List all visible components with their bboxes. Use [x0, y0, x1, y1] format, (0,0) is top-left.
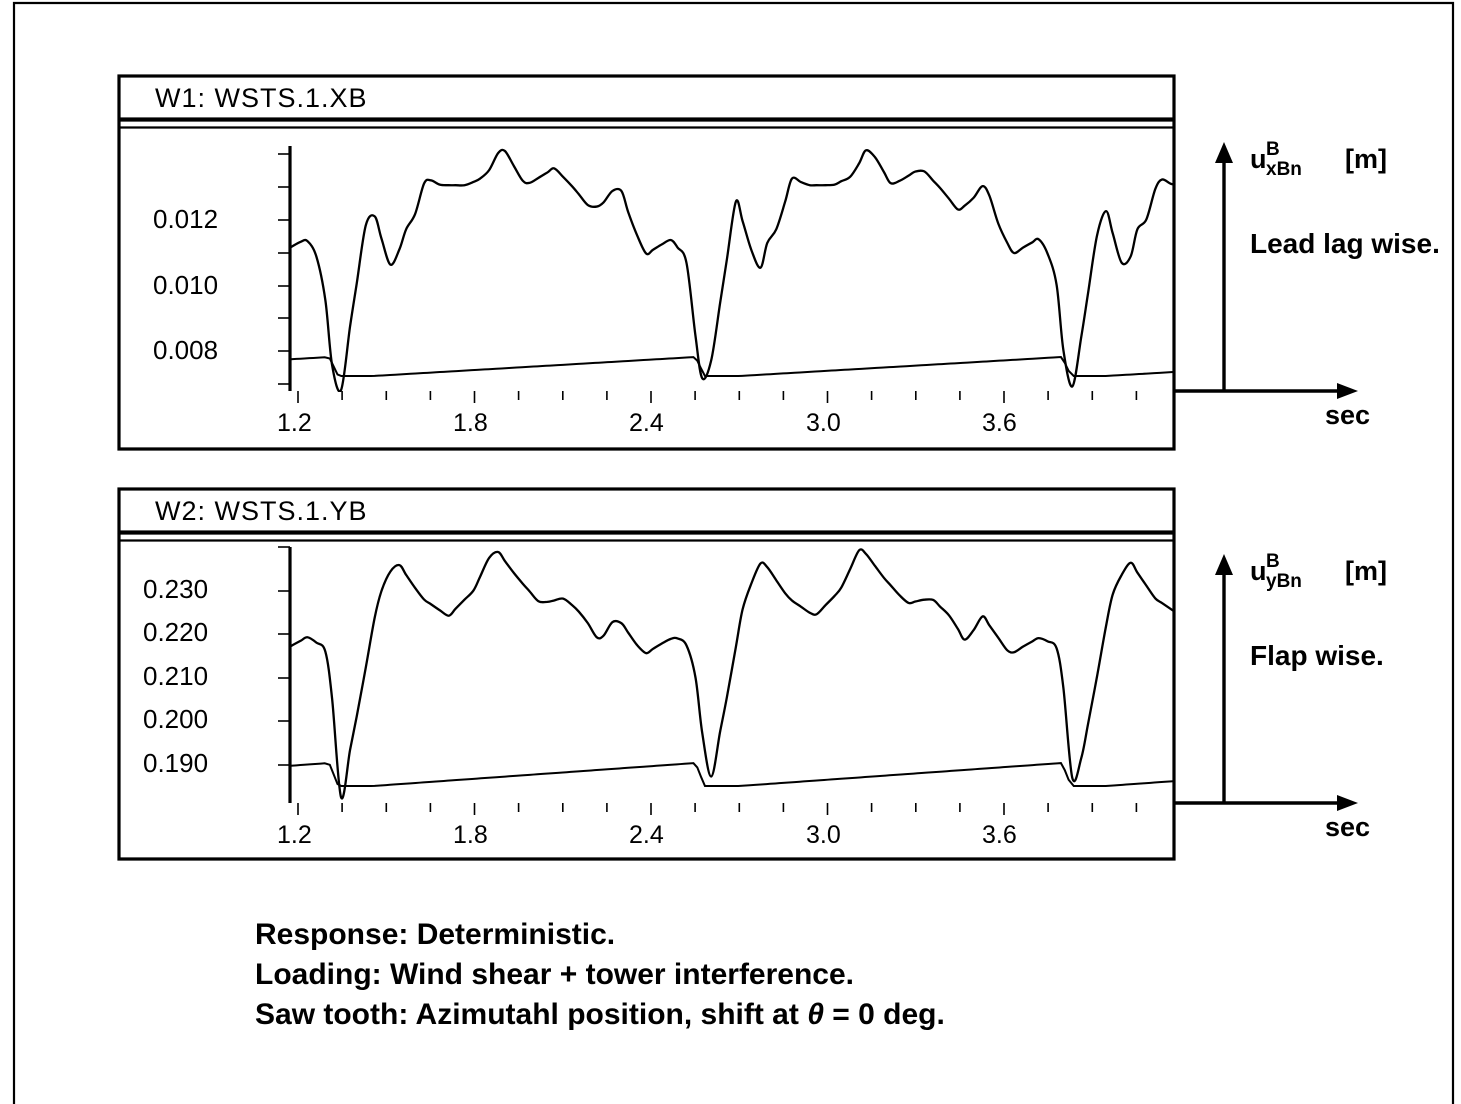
svg-text:0.210: 0.210	[143, 661, 208, 691]
svg-text:xBn: xBn	[1266, 159, 1302, 180]
svg-text:3.6: 3.6	[982, 409, 1017, 437]
svg-text:1.8: 1.8	[453, 409, 488, 437]
svg-text:u: u	[1250, 556, 1267, 586]
svg-text:[m]: [m]	[1345, 144, 1387, 174]
svg-text:0.190: 0.190	[143, 748, 208, 778]
svg-text:0.230: 0.230	[143, 574, 208, 604]
svg-text:sec: sec	[1325, 812, 1370, 842]
svg-text:0.010: 0.010	[153, 270, 218, 300]
svg-text:B: B	[1266, 139, 1280, 160]
svg-text:1.2: 1.2	[277, 821, 312, 849]
svg-text:3.6: 3.6	[982, 821, 1017, 849]
svg-text:0.008: 0.008	[153, 335, 218, 365]
svg-text:yBn: yBn	[1266, 571, 1302, 592]
svg-text:Loading: Wind shear + tower in: Loading: Wind shear + tower interference…	[255, 958, 854, 991]
svg-text:1.8: 1.8	[453, 821, 488, 849]
svg-text:0.012: 0.012	[153, 204, 218, 234]
svg-text:3.0: 3.0	[806, 821, 841, 849]
svg-text:1.2: 1.2	[277, 409, 312, 437]
svg-text:u: u	[1250, 144, 1267, 174]
svg-text:2.4: 2.4	[629, 409, 664, 437]
svg-text:Lead lag wise.: Lead lag wise.	[1250, 228, 1440, 259]
svg-text:0.220: 0.220	[143, 617, 208, 647]
svg-text:0.200: 0.200	[143, 704, 208, 734]
svg-text:[m]: [m]	[1345, 556, 1387, 586]
svg-text:B: B	[1266, 551, 1280, 572]
svg-text:3.0: 3.0	[806, 409, 841, 437]
svg-text:Response: Deterministic.: Response: Deterministic.	[255, 918, 615, 951]
svg-text:W2: WSTS.1.YB: W2: WSTS.1.YB	[155, 496, 368, 526]
svg-text:Flap wise.: Flap wise.	[1250, 640, 1384, 671]
svg-text:sec: sec	[1325, 400, 1370, 430]
svg-text:Saw tooth: Azimutahl position,: Saw tooth: Azimutahl position, shift at …	[255, 998, 945, 1031]
svg-text:2.4: 2.4	[629, 821, 664, 849]
svg-text:W1: WSTS.1.XB: W1: WSTS.1.XB	[155, 83, 368, 113]
